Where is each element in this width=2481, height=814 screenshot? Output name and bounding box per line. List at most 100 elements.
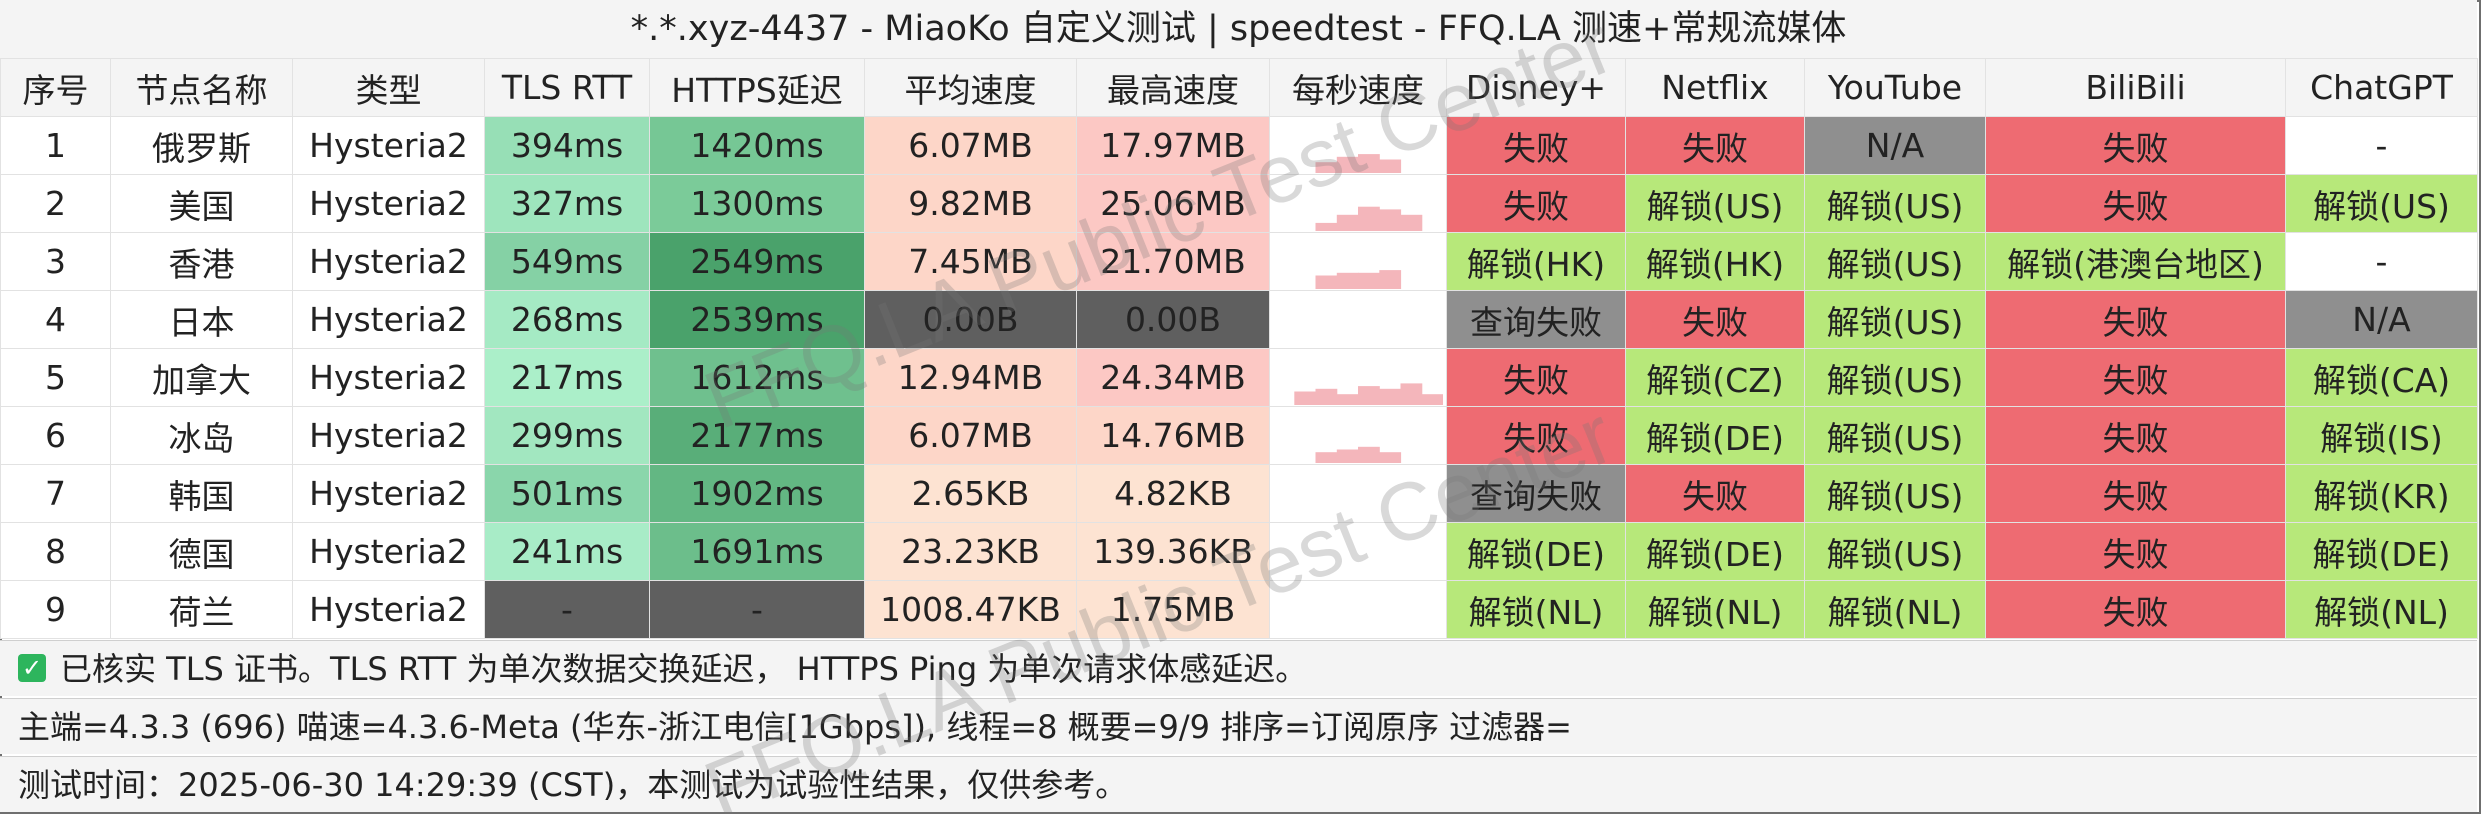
avg-speed-cell: 1008.47KB: [864, 580, 1077, 639]
avg-speed-cell: 9.82MB: [864, 174, 1077, 233]
youtube-cell: N/A: [1804, 116, 1986, 175]
node-name-cell: 香港: [110, 232, 293, 291]
disney-cell: 失败: [1446, 406, 1626, 465]
tls-rtt-cell: 299ms: [484, 406, 650, 465]
chatgpt-cell: 解锁(DE): [2285, 522, 2478, 581]
avg-speed-cell: 6.07MB: [864, 116, 1077, 175]
tls-rtt-cell: 327ms: [484, 174, 650, 233]
sparkline-bar: [1336, 449, 1359, 463]
node-name-cell: 日本: [110, 290, 293, 349]
youtube-cell: 解锁(US): [1804, 464, 1986, 523]
max-speed-cell: 139.36KB: [1076, 522, 1270, 581]
sparkline-bar: [1336, 214, 1359, 231]
avg-speed-cell: 12.94MB: [864, 348, 1077, 407]
youtube-cell: 解锁(US): [1804, 290, 1986, 349]
speed-sparkline: [1273, 293, 1443, 347]
netflix-cell: 失败: [1625, 116, 1805, 175]
per-second-chart-cell: [1269, 406, 1447, 465]
table-header-row: 序号 节点名称 类型 TLS RTT HTTPS延迟 平均速度 最高速度 每秒速…: [0, 58, 2478, 117]
col-header-bilibili: BiliBili: [1985, 58, 2286, 117]
youtube-cell: 解锁(NL): [1804, 580, 1986, 639]
index-cell: 4: [0, 290, 111, 349]
col-header-type: 类型: [292, 58, 485, 117]
sparkline-bar: [1336, 272, 1359, 289]
sparkline-bar: [1315, 451, 1338, 463]
tls-rtt-cell: 217ms: [484, 348, 650, 407]
col-header-max-speed: 最高速度: [1076, 58, 1270, 117]
bilibili-cell: 失败: [1985, 116, 2286, 175]
chatgpt-cell: 解锁(IS): [2285, 406, 2478, 465]
https-latency-cell: 2539ms: [649, 290, 865, 349]
node-name-cell: 美国: [110, 174, 293, 233]
netflix-cell: 解锁(US): [1625, 174, 1805, 233]
col-header-index: 序号: [0, 58, 111, 117]
per-second-chart-cell: [1269, 580, 1447, 639]
speed-sparkline: [1315, 269, 1402, 289]
tls-rtt-cell: 241ms: [484, 522, 650, 581]
node-name-cell: 荷兰: [110, 580, 293, 639]
bilibili-cell: 失败: [1985, 522, 2286, 581]
table-row: 1 俄罗斯 Hysteria2 394ms 1420ms 6.07MB 17.97MB 失败失…: [0, 116, 2478, 175]
avg-speed-cell: 23.23KB: [864, 522, 1077, 581]
node-name-cell: 德国: [110, 522, 293, 581]
avg-speed-cell: 2.65KB: [864, 464, 1077, 523]
col-header-youtube: YouTube: [1804, 58, 1986, 117]
chatgpt-cell: 解锁(US): [2285, 174, 2478, 233]
type-cell: Hysteria2: [292, 522, 485, 581]
table-row: 9 荷兰 Hysteria2- -1008.47KB 1.75MB 解锁(NL) 解锁(NL…: [0, 580, 2478, 639]
speed-sparkline: [1294, 382, 1443, 405]
youtube-cell: 解锁(US): [1804, 406, 1986, 465]
backend-info-text: 主端=4.3.3 (696) 喵速=4.3.6-Meta (华东-浙江电信[1G…: [18, 708, 1572, 746]
tls-rtt-cell: 549ms: [484, 232, 650, 291]
table-row: 6 冰岛 Hysteria2 299ms 2177ms 6.07MB 14.76MB 失败 解锁…: [0, 406, 2478, 465]
index-cell: 2: [0, 174, 111, 233]
max-speed-cell: 25.06MB: [1076, 174, 1270, 233]
col-header-disney: Disney+: [1446, 58, 1626, 117]
disney-cell: 失败: [1446, 348, 1626, 407]
per-second-chart-cell: [1269, 522, 1447, 581]
max-speed-cell: 24.34MB: [1076, 348, 1270, 407]
speed-sparkline: [1315, 153, 1402, 173]
avg-speed-cell: 7.45MB: [864, 232, 1077, 291]
chatgpt-cell: -: [2285, 116, 2478, 175]
type-cell: Hysteria2: [292, 348, 485, 407]
chatgpt-cell: 解锁(KR): [2285, 464, 2478, 523]
disney-cell: 失败: [1446, 174, 1626, 233]
bilibili-cell: 失败: [1985, 348, 2286, 407]
per-second-chart-cell: [1269, 116, 1447, 175]
https-latency-cell: 1691ms: [649, 522, 865, 581]
window-title: *.*.xyz-4437 - MiaoKo 自定义测试 | speedtest …: [0, 0, 2477, 59]
youtube-cell: 解锁(US): [1804, 522, 1986, 581]
tls-rtt-cell: -: [484, 580, 650, 639]
https-latency-cell: 1902ms: [649, 464, 865, 523]
type-cell: Hysteria2: [292, 232, 485, 291]
max-speed-cell: 0.00B: [1076, 290, 1270, 349]
netflix-cell: 解锁(NL): [1625, 580, 1805, 639]
netflix-cell: 解锁(DE): [1625, 522, 1805, 581]
youtube-cell: 解锁(US): [1804, 174, 1986, 233]
chatgpt-cell: -: [2285, 232, 2478, 291]
sparkline-bar: [1336, 156, 1359, 173]
max-speed-cell: 4.82KB: [1076, 464, 1270, 523]
https-latency-cell: 2549ms: [649, 232, 865, 291]
chatgpt-cell: 解锁(NL): [2285, 580, 2478, 639]
type-cell: Hysteria2: [292, 406, 485, 465]
table-row: 8 德国 Hysteria2 241ms 1691ms 23.23KB 139.36KB 解锁…: [0, 522, 2478, 581]
table-row: 4 日本 Hysteria2 268ms 2539ms 0.00B 0.00B 查询失败 失败解…: [0, 290, 2478, 349]
speed-sparkline: [1315, 446, 1402, 463]
chatgpt-cell: N/A: [2285, 290, 2478, 349]
node-name-cell: 冰岛: [110, 406, 293, 465]
sparkline-bar: [1400, 214, 1423, 231]
max-speed-cell: 21.70MB: [1076, 232, 1270, 291]
test-time-bar: 测试时间：2025-06-30 14:29:39 (CST)，本测试为试验性结果…: [0, 756, 2477, 812]
bilibili-cell: 解锁(港澳台地区): [1985, 232, 2286, 291]
avg-speed-cell: 0.00B: [864, 290, 1077, 349]
max-speed-cell: 14.76MB: [1076, 406, 1270, 465]
bilibili-cell: 失败: [1985, 580, 2286, 639]
avg-speed-cell: 6.07MB: [864, 406, 1077, 465]
tls-rtt-cell: 268ms: [484, 290, 650, 349]
node-name-cell: 加拿大: [110, 348, 293, 407]
type-cell: Hysteria2: [292, 116, 485, 175]
tls-rtt-cell: 501ms: [484, 464, 650, 523]
https-latency-cell: 1420ms: [649, 116, 865, 175]
